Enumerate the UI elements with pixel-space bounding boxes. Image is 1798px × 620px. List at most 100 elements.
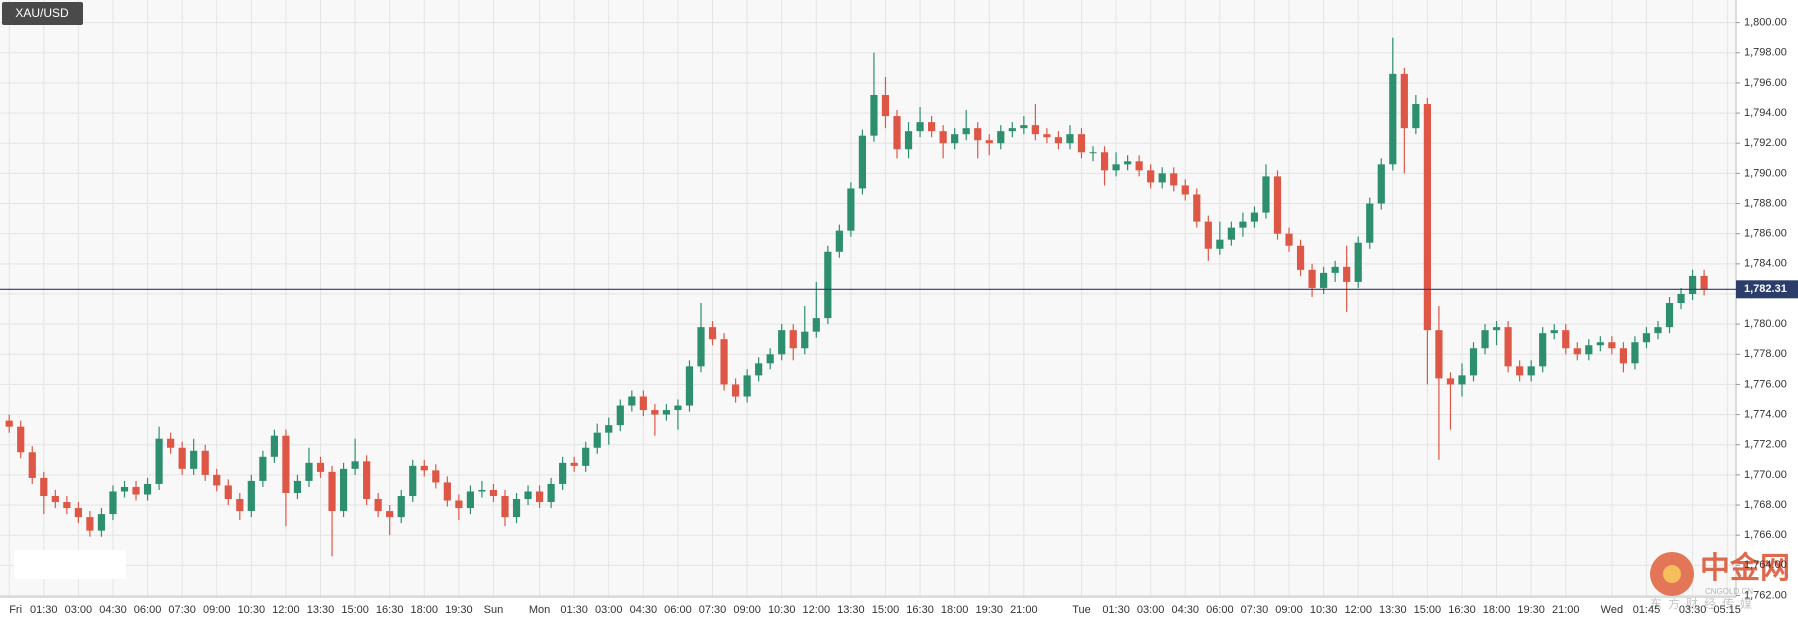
- x-tick-label: 16:30: [1448, 604, 1476, 616]
- watermark-site: CNGOLD.CN: [1705, 587, 1753, 596]
- candle-body: [1077, 134, 1086, 153]
- y-tick-label: 1,784.00: [1744, 258, 1787, 270]
- x-tick-label: 01:30: [1102, 604, 1130, 616]
- candle-body: [1043, 134, 1051, 138]
- x-tick-label: 04:30: [630, 604, 658, 616]
- candle-body: [155, 438, 163, 484]
- candle-body: [512, 499, 521, 518]
- candle-body: [847, 188, 855, 231]
- x-tick-label: 06:00: [664, 604, 692, 616]
- chart-title: XAU/USD: [15, 6, 69, 20]
- candle-body: [270, 435, 278, 457]
- candle-body: [1147, 170, 1155, 183]
- candle-body: [1585, 345, 1593, 355]
- watermark-name: 中金网: [1700, 551, 1790, 585]
- candle-body: [40, 477, 48, 496]
- candle-body: [1550, 330, 1558, 334]
- candle-body: [685, 366, 694, 406]
- candle-body: [1619, 348, 1627, 364]
- x-tick-label: 03:00: [65, 604, 93, 616]
- candle-body: [1239, 221, 1247, 228]
- candle-body: [1020, 125, 1028, 129]
- candle-body: [386, 511, 394, 518]
- candle-body: [708, 327, 717, 340]
- x-tick-label: 06:00: [1206, 604, 1234, 616]
- candle-body: [339, 468, 348, 512]
- candle-body: [374, 499, 382, 512]
- candle-body: [1296, 245, 1305, 270]
- candle-body: [1446, 378, 1455, 385]
- candle-body: [1458, 375, 1466, 385]
- x-tick-label: 18:00: [941, 604, 969, 616]
- y-tick-label: 1,792.00: [1744, 137, 1787, 149]
- x-tick-label: 03:00: [595, 604, 623, 616]
- candle-body: [5, 420, 13, 427]
- y-tick-label: 1,778.00: [1744, 348, 1787, 360]
- candle-body: [293, 480, 302, 493]
- y-tick-label: 1,774.00: [1744, 408, 1787, 420]
- candle-body: [420, 465, 428, 471]
- candle-body: [535, 491, 544, 503]
- candle-body: [1054, 137, 1063, 144]
- candle-body: [547, 483, 555, 503]
- candle-body: [1170, 173, 1178, 186]
- candle-body: [1562, 330, 1570, 349]
- candle-body: [766, 354, 774, 364]
- candle-body: [697, 327, 705, 367]
- x-tick-label: 15:00: [341, 604, 369, 616]
- x-tick-label: 12:00: [272, 604, 300, 616]
- candle-body: [1492, 327, 1501, 331]
- candle-body: [616, 405, 624, 426]
- x-tick-label: 15:00: [1414, 604, 1442, 616]
- candle-body: [1089, 152, 1097, 154]
- x-tick-label: 21:00: [1010, 604, 1038, 616]
- x-tick-label: 15:00: [872, 604, 900, 616]
- x-tick-label: 16:30: [376, 604, 404, 616]
- candle-body: [466, 491, 474, 509]
- y-tick-label: 1,764.00: [1744, 559, 1787, 571]
- watermark-logo-inner: [1663, 565, 1681, 583]
- plot-area: [0, 0, 1736, 597]
- x-tick-label: 10:30: [768, 604, 796, 616]
- candle-body: [1642, 333, 1651, 343]
- candle-body: [1700, 275, 1708, 290]
- candle-body: [236, 499, 244, 512]
- blank-box: [14, 550, 126, 579]
- candle-body: [1631, 342, 1639, 364]
- candle-body: [559, 462, 567, 484]
- candle-body: [501, 495, 509, 518]
- candle-body: [247, 480, 255, 512]
- y-tick-label: 1,798.00: [1744, 47, 1787, 59]
- candle-body: [628, 396, 636, 406]
- candle-body: [397, 495, 405, 518]
- candle-body: [1031, 125, 1039, 135]
- candle-body: [1516, 366, 1524, 376]
- candle-body: [363, 461, 371, 500]
- candle-body: [63, 502, 71, 509]
- x-tick-label: Sun: [484, 604, 504, 616]
- candle-body: [1677, 293, 1685, 304]
- x-tick-label: 12:00: [1344, 604, 1372, 616]
- candle-body: [1343, 266, 1351, 282]
- candle-body: [639, 396, 647, 411]
- candle-body: [605, 425, 613, 433]
- x-tick-label: 13:30: [837, 604, 865, 616]
- x-tick-label: 18:00: [411, 604, 439, 616]
- candle-body: [593, 432, 601, 448]
- candle-body: [1181, 185, 1189, 195]
- y-tick-label: 1,770.00: [1744, 469, 1787, 481]
- candle-body: [201, 450, 209, 475]
- candle-body: [951, 134, 959, 144]
- y-tick-label: 1,768.00: [1744, 499, 1787, 511]
- candle-body: [1193, 194, 1201, 222]
- candle-body: [1008, 128, 1016, 132]
- x-tick-label: Mon: [529, 604, 550, 616]
- candle-body: [789, 330, 797, 349]
- x-tick-label: 03:30: [1679, 604, 1707, 616]
- candle-body: [1100, 152, 1109, 171]
- y-tick-label: 1,772.00: [1744, 439, 1787, 451]
- candle-body: [51, 495, 59, 503]
- x-tick-label: 03:00: [1137, 604, 1165, 616]
- x-tick-label: 09:00: [1275, 604, 1303, 616]
- candle-body: [1112, 164, 1120, 171]
